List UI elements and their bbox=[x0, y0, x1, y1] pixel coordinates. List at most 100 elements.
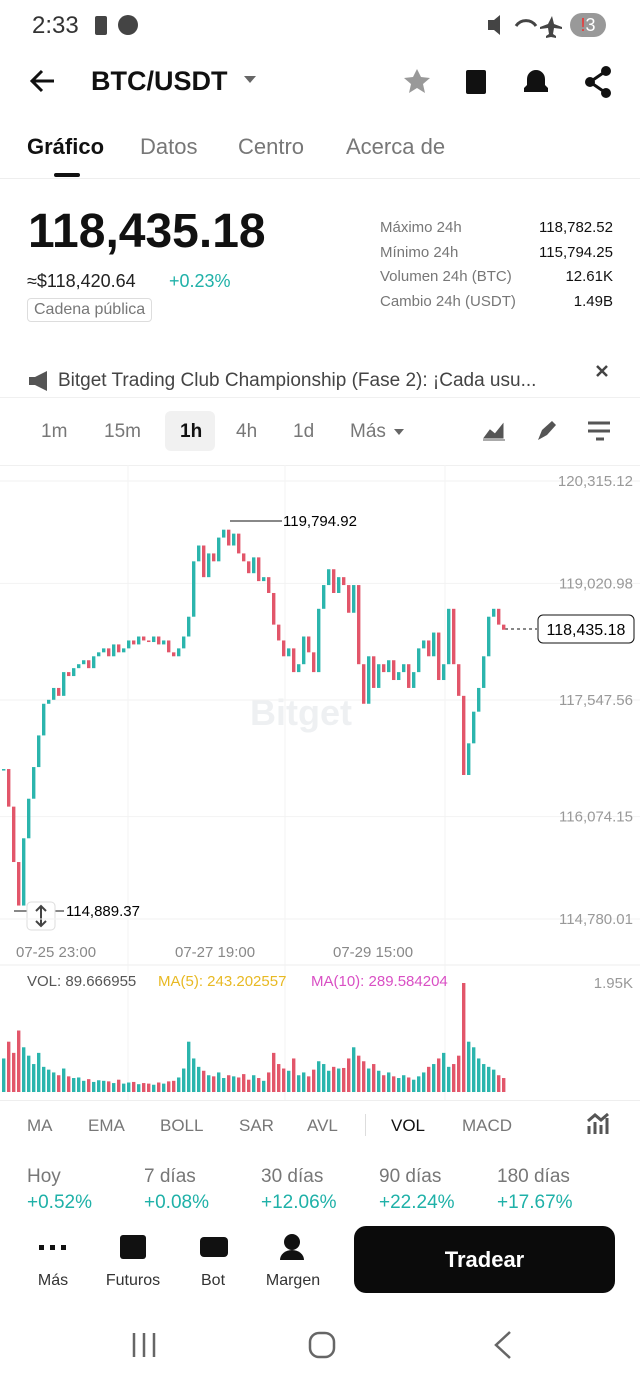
volume-bar bbox=[92, 1081, 96, 1092]
stats-values: 118,782.52 115,794.25 12.61K 1.49B bbox=[539, 216, 613, 314]
perf-value: +12.06% bbox=[261, 1192, 337, 1213]
indicator[interactable]: AVL bbox=[307, 1116, 338, 1135]
back-nav-button[interactable] bbox=[494, 1331, 511, 1359]
perf-label: 7 días bbox=[144, 1166, 196, 1187]
candle bbox=[502, 624, 506, 630]
volume-bar bbox=[277, 1064, 281, 1092]
volume-bar bbox=[302, 1072, 306, 1092]
chain-tag[interactable]: Cadena pública bbox=[27, 298, 153, 322]
pair-dropdown[interactable] bbox=[243, 74, 257, 84]
volume-bar bbox=[22, 1047, 26, 1092]
volume-bar bbox=[297, 1075, 301, 1092]
nav-label[interactable]: Más bbox=[37, 1272, 69, 1289]
interval[interactable]: 15m bbox=[104, 421, 141, 442]
volume-bar bbox=[467, 1041, 471, 1092]
candle bbox=[92, 656, 96, 669]
candle bbox=[57, 687, 61, 696]
interval[interactable]: 1m bbox=[41, 421, 68, 442]
announcement[interactable]: Bitget Trading Club Championship (Fase 2… bbox=[58, 370, 537, 391]
candle bbox=[272, 592, 276, 625]
indicator[interactable]: MACD bbox=[462, 1116, 513, 1135]
candle bbox=[162, 640, 166, 645]
candle bbox=[447, 608, 451, 665]
volume-bar bbox=[272, 1052, 276, 1092]
share-icon[interactable] bbox=[585, 66, 611, 98]
stat-value: 12.61K bbox=[565, 268, 613, 285]
candle bbox=[292, 648, 296, 673]
indicator[interactable]: VOL bbox=[391, 1116, 426, 1135]
candle bbox=[2, 769, 6, 771]
indicator[interactable]: SAR bbox=[239, 1116, 274, 1135]
candle bbox=[432, 632, 436, 657]
candle bbox=[462, 695, 466, 775]
interval[interactable]: 1d bbox=[293, 421, 315, 442]
candle bbox=[62, 672, 66, 696]
volume-bar bbox=[452, 1064, 456, 1092]
favorite-icon[interactable] bbox=[404, 69, 430, 93]
volume-bar bbox=[267, 1072, 271, 1092]
nav-label[interactable]: Bot bbox=[200, 1272, 226, 1289]
candle bbox=[187, 616, 191, 637]
notes-icon[interactable] bbox=[466, 70, 486, 94]
badge-count: 3 bbox=[585, 15, 596, 35]
price-change: +0.23% bbox=[169, 271, 231, 291]
trade-button[interactable]: Tradear bbox=[354, 1226, 615, 1293]
candle bbox=[192, 561, 196, 617]
interval[interactable]: Más bbox=[350, 421, 386, 442]
recents-button[interactable] bbox=[132, 1333, 156, 1357]
indicator-settings[interactable] bbox=[586, 1112, 610, 1136]
volume-bar bbox=[287, 1070, 291, 1092]
volume-bar bbox=[332, 1066, 336, 1092]
close-banner[interactable] bbox=[595, 364, 609, 378]
candle bbox=[282, 640, 286, 657]
tab[interactable]: Datos bbox=[140, 134, 198, 159]
volume-bar bbox=[132, 1081, 136, 1092]
candle bbox=[152, 636, 156, 643]
candle bbox=[97, 652, 101, 657]
tab[interactable]: Gráfico bbox=[27, 134, 105, 159]
last-price: 118,435.18 bbox=[28, 205, 266, 258]
back-button[interactable] bbox=[28, 66, 58, 96]
chart: Bitget 07-25 23:00 07-27 19:00 07-29 15:… bbox=[0, 465, 640, 1100]
tab[interactable]: Acerca de bbox=[346, 134, 446, 159]
candle bbox=[232, 533, 236, 546]
candle bbox=[342, 577, 346, 586]
alert-icon[interactable] bbox=[524, 70, 548, 92]
candle bbox=[387, 660, 391, 673]
home-button[interactable] bbox=[308, 1331, 336, 1359]
indicator[interactable]: EMA bbox=[88, 1116, 125, 1135]
candle bbox=[267, 577, 271, 593]
high-label: 119,794.92 bbox=[283, 513, 357, 530]
candle bbox=[392, 660, 396, 681]
volume-bar bbox=[202, 1070, 206, 1092]
candle bbox=[122, 648, 126, 653]
candle bbox=[487, 616, 491, 657]
indicator[interactable]: MA bbox=[27, 1116, 53, 1135]
volume-bar bbox=[482, 1064, 486, 1092]
interval[interactable]: 4h bbox=[236, 421, 258, 442]
interval[interactable]: 1h bbox=[180, 421, 203, 442]
settings-icon[interactable] bbox=[588, 421, 610, 441]
divider bbox=[0, 397, 640, 398]
volume-bar bbox=[457, 1055, 461, 1092]
volume-bar bbox=[212, 1076, 216, 1092]
draw-icon[interactable] bbox=[538, 421, 556, 440]
volume-bar bbox=[162, 1083, 166, 1092]
stats-labels: Máximo 24h Mínimo 24h Volumen 24h (BTC) Cam… bbox=[380, 216, 516, 314]
more-dropdown[interactable] bbox=[394, 428, 404, 436]
chart-type-icon[interactable] bbox=[483, 422, 505, 441]
volume-bar bbox=[172, 1080, 176, 1092]
volume-bar bbox=[42, 1066, 46, 1092]
candle bbox=[12, 806, 16, 863]
volume-bar bbox=[77, 1077, 81, 1092]
indicator[interactable]: BOLL bbox=[160, 1116, 204, 1135]
tab[interactable]: Centro bbox=[238, 134, 305, 159]
nav-label[interactable]: Margen bbox=[265, 1272, 321, 1289]
nav-label[interactable]: Futuros bbox=[105, 1272, 161, 1289]
candle bbox=[207, 553, 211, 578]
pair-title[interactable]: BTC/USDT bbox=[91, 66, 228, 96]
candle bbox=[117, 644, 121, 653]
candle bbox=[477, 687, 481, 712]
